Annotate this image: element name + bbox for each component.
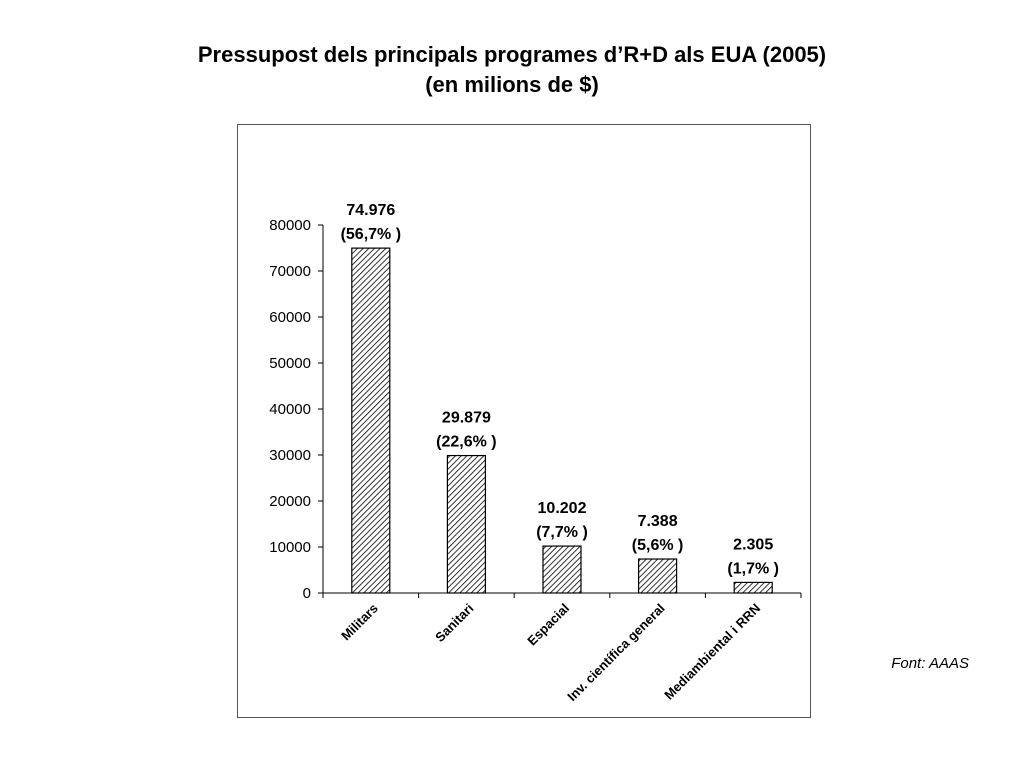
data-label-value: 10.202 xyxy=(538,500,587,517)
y-tick-label: 0 xyxy=(303,585,311,602)
data-label-value: 29.879 xyxy=(442,410,491,427)
y-tick-label: 20000 xyxy=(269,493,311,510)
data-label-percent: (56,7% ) xyxy=(341,226,401,243)
bar xyxy=(637,558,678,594)
chart-frame xyxy=(237,124,811,718)
y-tick-label: 70000 xyxy=(269,263,311,280)
bars xyxy=(351,247,773,594)
x-tick-label: Mediambiental i RRN xyxy=(661,601,763,703)
y-tick-label: 60000 xyxy=(269,309,311,326)
data-label-percent: (7,7% ) xyxy=(536,524,588,541)
y-tick-label: 10000 xyxy=(269,539,311,556)
chart-title-line-1: Pressupost dels principals programes d’R… xyxy=(197,42,827,67)
axes: 0 10000 20000 30000 40000 50000 60000 70000 8000… xyxy=(269,217,802,602)
data-label-percent: (5,6% ) xyxy=(632,537,684,554)
chart-title-line-2: (en milions de $) xyxy=(425,72,599,97)
bar xyxy=(733,581,773,594)
y-tick-label: 50000 xyxy=(269,355,311,372)
y-tick-label: 30000 xyxy=(269,447,311,464)
x-tick-label: Inv. científica general xyxy=(564,601,667,704)
data-label-percent: (1,7% ) xyxy=(727,560,779,577)
bar xyxy=(351,247,391,594)
chart-title: Pressupost dels principals programes d’R… xyxy=(0,40,1024,100)
bar xyxy=(446,454,486,594)
x-tick-label: Militars xyxy=(338,601,381,644)
data-labels: 74.976 (56,7% ) Militars 29.879 (22,6% ) Sani… xyxy=(338,202,779,704)
y-tick-label: 40000 xyxy=(269,401,311,418)
data-label-percent: (22,6% ) xyxy=(436,434,496,451)
data-label-value: 7.388 xyxy=(638,513,678,530)
bar xyxy=(542,545,582,594)
data-label-value: 74.976 xyxy=(346,202,395,219)
x-tick-label: Espacial xyxy=(524,601,572,649)
y-tick-label: 80000 xyxy=(269,217,311,234)
source-note: Font: AAAS xyxy=(891,655,969,672)
data-label-value: 2.305 xyxy=(733,536,773,553)
x-tick-label: Sanitari xyxy=(432,601,476,645)
